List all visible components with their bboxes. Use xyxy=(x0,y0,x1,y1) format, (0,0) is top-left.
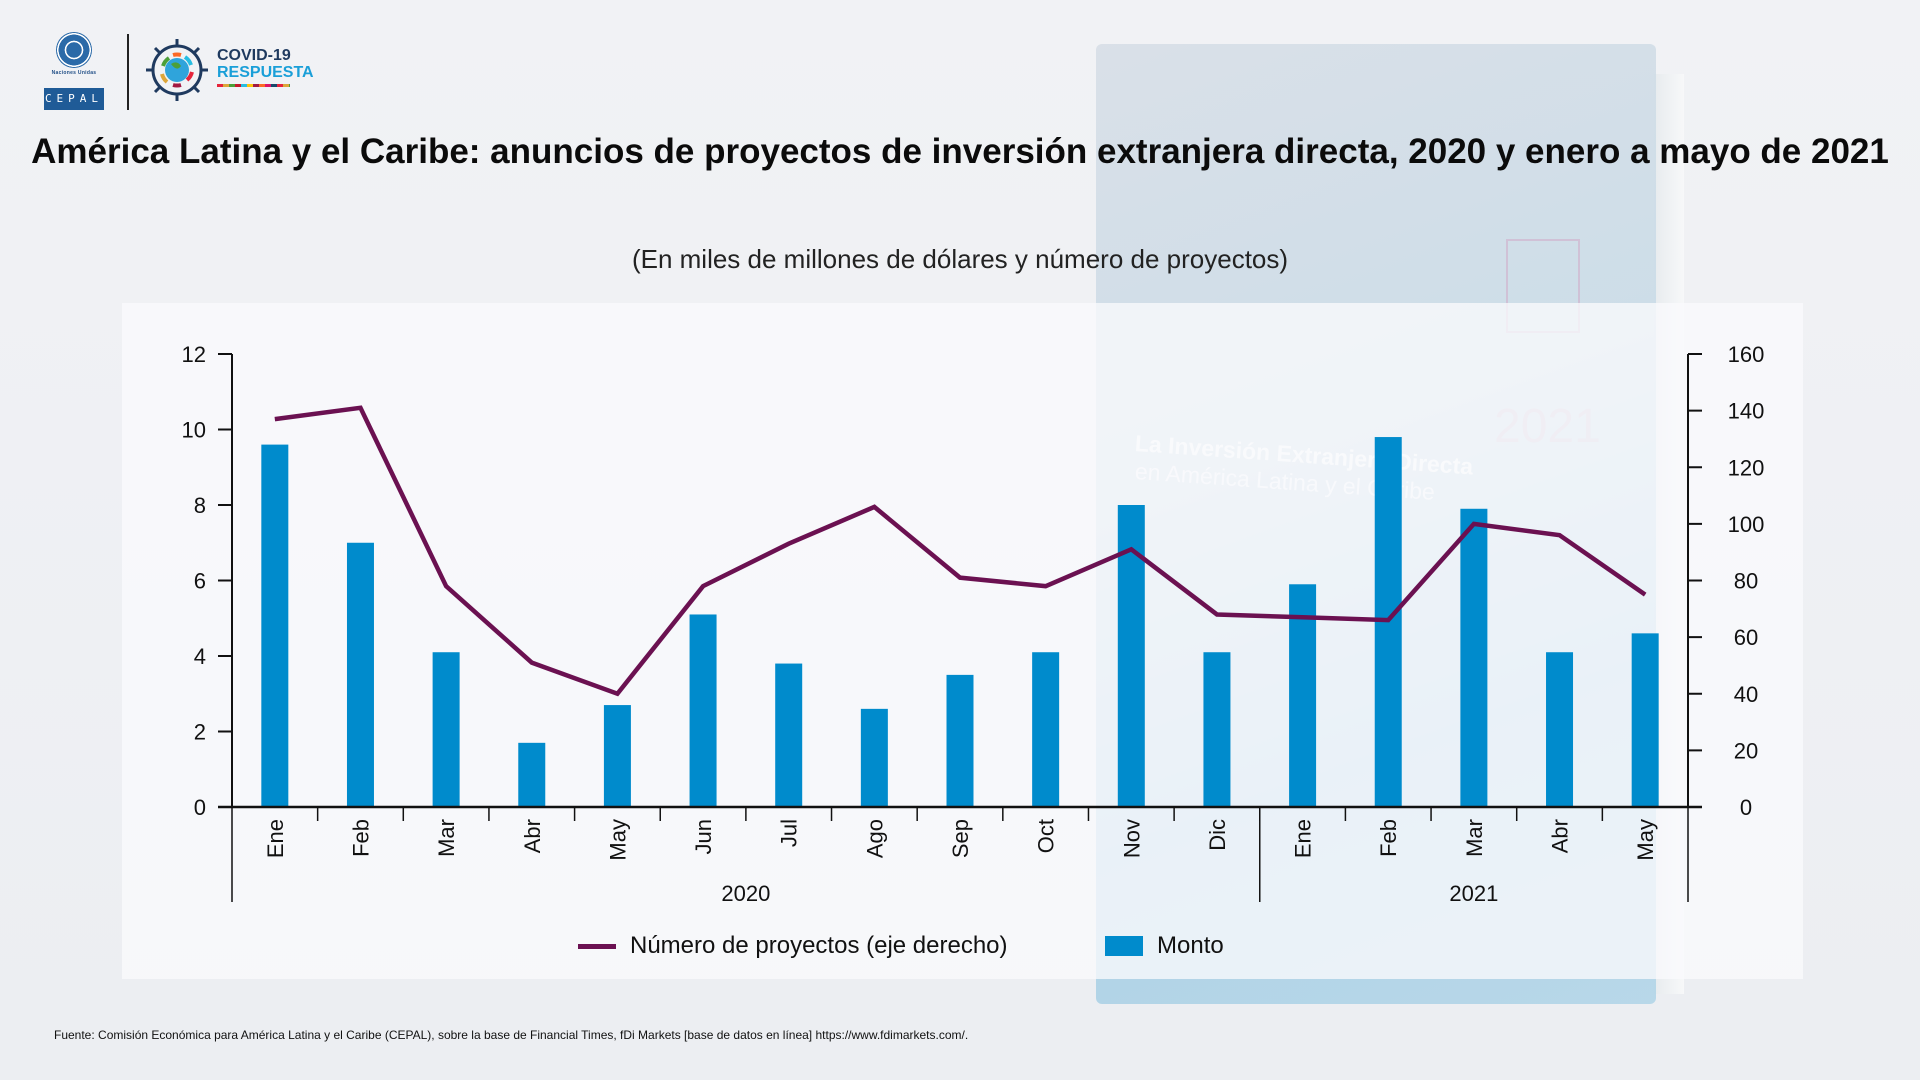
x-category-label: Abr xyxy=(1548,819,1573,853)
x-category-label: Ago xyxy=(862,819,887,858)
left-axis-tick-label: 6 xyxy=(194,569,206,594)
chart-subtitle: (En miles de millones de dólares y númer… xyxy=(631,244,1289,274)
bar-monto xyxy=(1546,652,1574,807)
left-axis-tick-label: 0 xyxy=(194,795,206,820)
legend: Número de proyectos (eje derecho) Monto xyxy=(0,932,1920,962)
logo-divider xyxy=(127,34,129,110)
covid-title: COVID-19 xyxy=(217,47,291,64)
sdg-color-bar xyxy=(217,84,290,87)
x-category-label: May xyxy=(605,819,630,861)
bar-monto xyxy=(432,652,460,807)
x-category-label: Nov xyxy=(1119,819,1144,858)
x-category-label: Jul xyxy=(777,819,802,847)
left-axis-tick-label: 10 xyxy=(182,418,206,443)
bar-monto xyxy=(1032,652,1060,807)
right-axis-tick-label: 20 xyxy=(1734,738,1758,763)
bar-monto xyxy=(518,742,546,807)
left-axis-tick-label: 8 xyxy=(194,493,206,518)
x-category-label: Ene xyxy=(263,819,288,858)
line-numero-proyectos xyxy=(274,405,1647,697)
legend-line-label: Número de proyectos (eje derecho) xyxy=(630,932,1008,959)
left-axis-tick-label: 2 xyxy=(194,720,206,745)
source-note: Fuente: Comisión Económica para América … xyxy=(54,1028,969,1042)
right-axis-tick-label: 140 xyxy=(1728,399,1765,424)
bar-monto xyxy=(1631,633,1659,807)
chart-title: América Latina y el Caribe: anuncios de … xyxy=(31,132,1889,171)
bar-monto xyxy=(860,708,888,807)
x-category-label: Ene xyxy=(1291,819,1316,858)
legend-item-bar: Monto xyxy=(1105,932,1224,960)
x-group-label: 2021 xyxy=(1449,881,1498,906)
bar-monto xyxy=(603,705,631,807)
legend-item-line: Número de proyectos (eje derecho) xyxy=(578,932,1008,960)
un-emblem-icon xyxy=(56,32,92,68)
x-category-label: Mar xyxy=(434,819,459,857)
right-axis-tick-label: 40 xyxy=(1734,682,1758,707)
legend-bar-label: Monto xyxy=(1157,932,1224,959)
left-axis-tick-label: 12 xyxy=(182,342,206,367)
x-category-label: Jun xyxy=(691,819,716,854)
un-cepal-logo: Naciones Unidas CEPAL xyxy=(44,32,104,112)
covid-virus-globe-icon xyxy=(146,39,208,101)
bar-monto xyxy=(1203,652,1231,807)
left-axis-tick-label: 4 xyxy=(194,644,206,669)
bar-monto xyxy=(946,674,974,807)
x-category-label: Oct xyxy=(1034,819,1059,853)
x-category-label: Sep xyxy=(948,819,973,858)
bar-monto xyxy=(261,444,289,807)
x-category-label: Mar xyxy=(1462,819,1487,857)
right-axis-tick-label: 0 xyxy=(1740,795,1752,820)
bar-monto xyxy=(689,614,717,807)
right-axis-tick-label: 120 xyxy=(1728,455,1765,480)
covid-subtitle: RESPUESTA xyxy=(217,64,314,81)
x-category-label: May xyxy=(1633,819,1658,861)
bar-monto xyxy=(1460,508,1488,807)
x-group-label: 2020 xyxy=(721,881,770,906)
legend-line-swatch xyxy=(578,943,616,949)
x-category-label: Feb xyxy=(1376,819,1401,857)
chart-panel xyxy=(122,303,1803,979)
x-category-label: Dic xyxy=(1205,819,1230,851)
legend-bar-swatch xyxy=(1105,936,1143,956)
right-axis-tick-label: 60 xyxy=(1734,625,1758,650)
x-category-label: Abr xyxy=(520,819,545,853)
right-axis-tick-label: 160 xyxy=(1728,342,1765,367)
cepal-logo: CEPAL xyxy=(44,88,104,110)
un-name: Naciones Unidas xyxy=(51,70,97,76)
bar-monto xyxy=(775,663,803,807)
x-category-label: Feb xyxy=(348,819,373,857)
right-axis-tick-label: 80 xyxy=(1734,569,1758,594)
right-axis-tick-label: 100 xyxy=(1728,512,1765,537)
bar-monto xyxy=(346,542,374,807)
bar-monto xyxy=(1289,584,1317,807)
